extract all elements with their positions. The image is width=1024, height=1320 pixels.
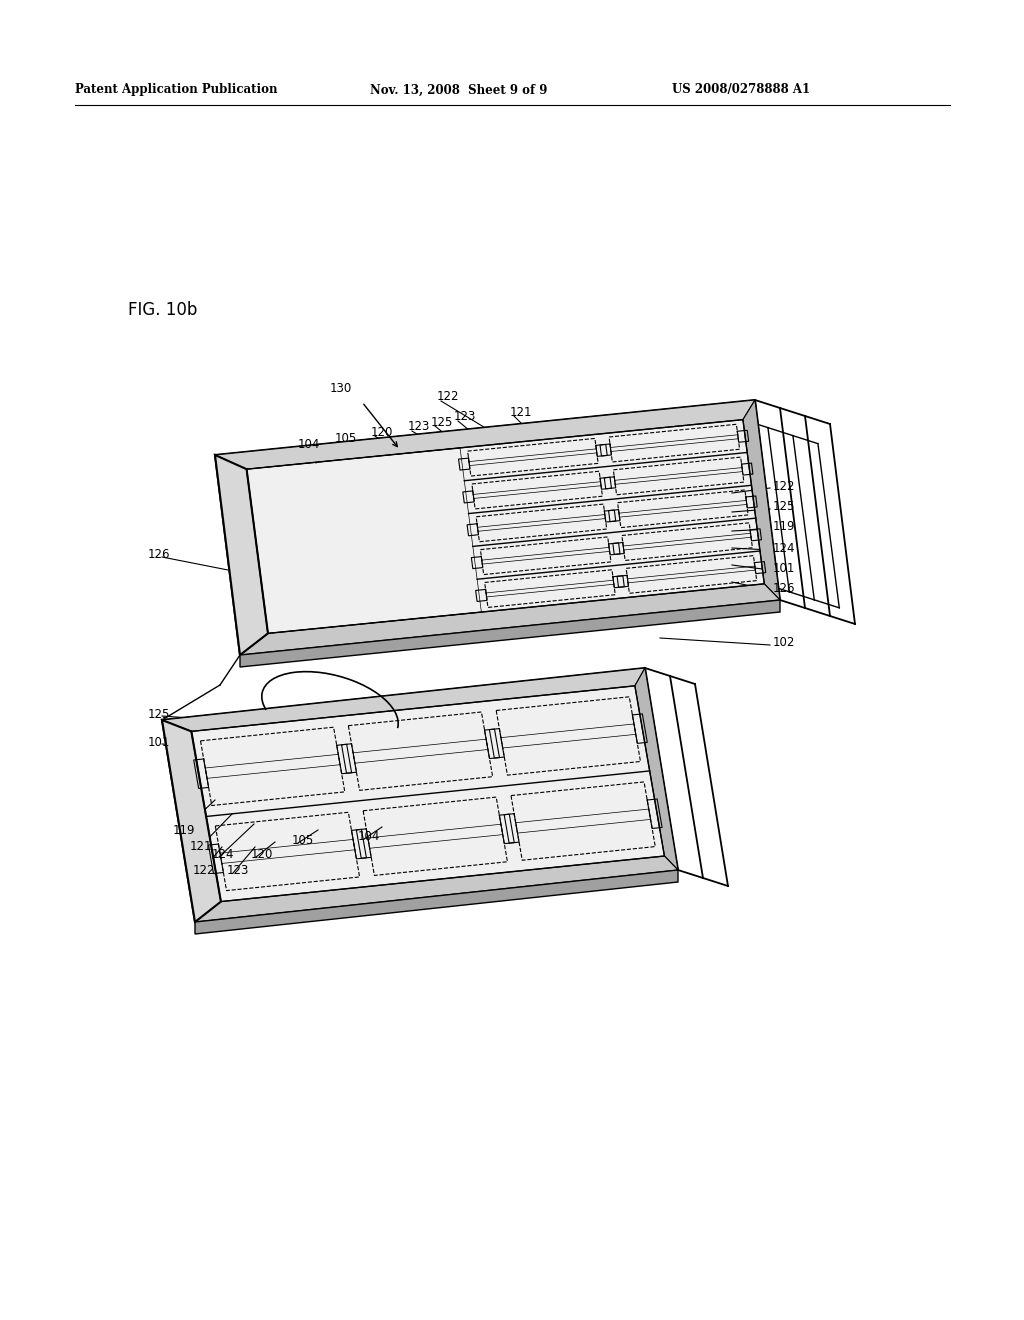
- Text: 101: 101: [148, 735, 170, 748]
- Text: 119: 119: [773, 520, 796, 533]
- Text: 123: 123: [227, 863, 250, 876]
- Text: FIG. 10b: FIG. 10b: [128, 301, 198, 319]
- Text: 124: 124: [773, 541, 796, 554]
- Text: 105: 105: [335, 432, 357, 445]
- Polygon shape: [247, 447, 481, 634]
- Text: 121: 121: [510, 405, 532, 418]
- Text: 102: 102: [773, 636, 796, 649]
- Polygon shape: [635, 668, 678, 870]
- Polygon shape: [215, 455, 268, 655]
- Text: 130: 130: [330, 381, 352, 395]
- Text: 126: 126: [148, 549, 171, 561]
- Polygon shape: [460, 420, 764, 612]
- Text: 120: 120: [371, 425, 393, 438]
- Text: 125: 125: [431, 416, 454, 429]
- Polygon shape: [195, 870, 678, 935]
- Polygon shape: [191, 686, 665, 902]
- Text: 122: 122: [437, 391, 460, 404]
- Text: 123: 123: [408, 421, 430, 433]
- Text: 120: 120: [251, 847, 273, 861]
- Text: 121: 121: [190, 840, 213, 853]
- Polygon shape: [240, 601, 780, 667]
- Text: Nov. 13, 2008  Sheet 9 of 9: Nov. 13, 2008 Sheet 9 of 9: [370, 83, 548, 96]
- Polygon shape: [215, 400, 755, 469]
- Text: 101: 101: [773, 561, 796, 574]
- Text: 123: 123: [454, 411, 476, 424]
- Text: 125: 125: [773, 500, 796, 513]
- Text: 125: 125: [148, 708, 170, 721]
- Polygon shape: [162, 719, 221, 921]
- Polygon shape: [162, 668, 645, 731]
- Text: 104: 104: [298, 437, 321, 450]
- Text: 122: 122: [773, 479, 796, 492]
- Polygon shape: [195, 857, 678, 921]
- Text: 105: 105: [292, 833, 314, 846]
- Polygon shape: [240, 583, 780, 655]
- Text: 126: 126: [773, 582, 796, 594]
- Text: Patent Application Publication: Patent Application Publication: [75, 83, 278, 96]
- Text: 119: 119: [173, 824, 196, 837]
- Polygon shape: [743, 400, 780, 601]
- Text: 104: 104: [358, 829, 380, 842]
- Text: US 2008/0278888 A1: US 2008/0278888 A1: [672, 83, 810, 96]
- Text: 124: 124: [212, 847, 234, 861]
- Text: 122: 122: [193, 863, 215, 876]
